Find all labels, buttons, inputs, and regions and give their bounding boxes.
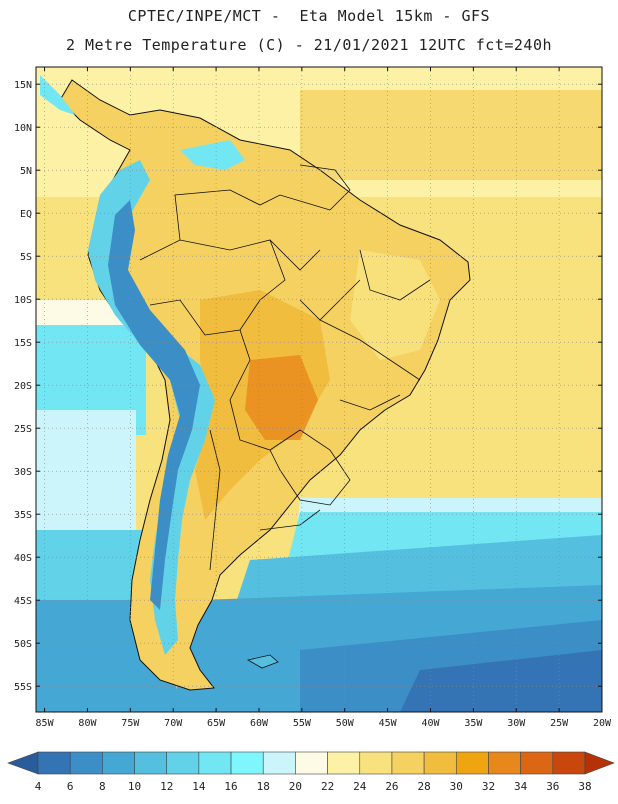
lat-tick-label: 10S	[14, 295, 32, 306]
legend-swatch	[455, 751, 489, 775]
legend-label: 10	[128, 780, 141, 793]
legend-swatch	[391, 751, 425, 775]
lat-tick-label: 20S	[14, 381, 32, 392]
lat-tick-label: 45S	[14, 596, 32, 607]
legend-label: 38	[578, 780, 591, 793]
legend-label: 18	[257, 780, 270, 793]
legend-label: 12	[160, 780, 173, 793]
lon-tick-label: 75W	[121, 718, 140, 729]
lat-tick-label: 50S	[14, 639, 32, 650]
legend-swatch	[552, 751, 586, 775]
legend-label: 36	[546, 780, 559, 793]
longitude-labels: 85W 80W 75W 70W 65W 60W 55W 50W 45W 40W 35W 30W 25W 2…	[36, 718, 612, 729]
legend-label: 30	[450, 780, 463, 793]
lat-tick-label: 25S	[14, 424, 32, 435]
legend-label: 8	[99, 780, 106, 793]
legend-label: 14	[192, 780, 206, 793]
lon-tick-label: 35W	[464, 718, 483, 729]
legend-swatch	[295, 751, 328, 775]
lon-tick-label: 50W	[336, 718, 355, 729]
lon-tick-label: 45W	[379, 718, 398, 729]
legend-arrow-low	[7, 751, 39, 775]
latitude-labels: 15N 10N 5N EQ 5S 10S 15S 20S 25S 30S 35S 40S 45S 50S 5…	[14, 80, 32, 693]
lat-tick-label: 35S	[14, 510, 32, 521]
lon-tick-label: 40W	[421, 718, 440, 729]
lon-tick-label: 55W	[293, 718, 312, 729]
lat-tick-label: EQ	[20, 209, 32, 220]
legend-label: 6	[67, 780, 74, 793]
legend-label: 28	[417, 780, 430, 793]
legend-label: 32	[482, 780, 495, 793]
lat-tick-label: 30S	[14, 467, 32, 478]
legend-swatch	[198, 751, 232, 775]
lat-tick-label: 5N	[20, 166, 32, 177]
lat-tick-label: 5S	[20, 252, 32, 263]
temperature-field	[36, 67, 602, 712]
legend-swatch	[230, 751, 264, 775]
map-frame	[35, 66, 603, 713]
lon-tick-label: 80W	[78, 718, 97, 729]
legend-swatch	[102, 751, 135, 775]
legend-swatch	[37, 751, 71, 775]
lat-tick-label: 40S	[14, 553, 32, 564]
legend-swatch	[488, 751, 521, 775]
lon-tick-label: 25W	[550, 718, 569, 729]
map-subtitle: 2 Metre Temperature (C) - 21/01/2021 12U…	[65, 36, 553, 54]
legend-swatch	[69, 751, 103, 775]
legend-label: 4	[35, 780, 42, 793]
legend-label: 16	[224, 780, 237, 793]
lon-tick-label: 70W	[164, 718, 183, 729]
lat-tick-label: 10N	[14, 123, 32, 134]
legend-swatch	[327, 751, 361, 775]
legend-label: 34	[514, 780, 528, 793]
map-title: CPTEC/INPE/MCT - Eta Model 15km - GFS	[127, 7, 491, 25]
color-legend: 4 6 8 10 12 14 16 18 20 22 24 26 28 30 32 34 36 38	[7, 751, 615, 793]
legend-swatch	[262, 751, 296, 775]
lon-tick-label: 65W	[207, 718, 226, 729]
lat-tick-label: 55S	[14, 682, 32, 693]
lon-tick-label: 85W	[36, 718, 55, 729]
legend-swatch	[359, 751, 393, 775]
lon-tick-label: 60W	[250, 718, 269, 729]
legend-swatch	[134, 751, 168, 775]
legend-label: 22	[321, 780, 334, 793]
lon-tick-label: 20W	[593, 718, 612, 729]
legend-swatch	[166, 751, 200, 775]
lon-tick-label: 30W	[507, 718, 526, 729]
legend-swatch	[423, 751, 457, 775]
legend-label: 24	[353, 780, 367, 793]
legend-label: 26	[385, 780, 398, 793]
legend-label: 20	[289, 780, 302, 793]
legend-swatch	[520, 751, 554, 775]
lat-tick-label: 15S	[14, 338, 32, 349]
lat-tick-label: 15N	[14, 80, 32, 91]
legend-arrow-high	[584, 751, 615, 775]
